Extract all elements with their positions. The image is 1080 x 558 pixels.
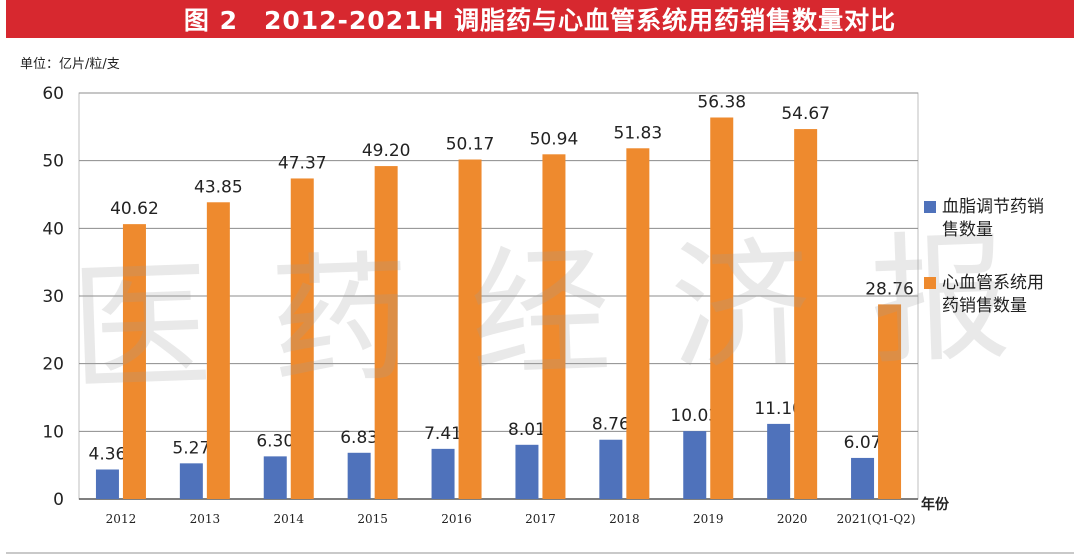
data-label-series-1: 6.83	[340, 428, 378, 448]
bar-series-2	[290, 178, 314, 499]
x-tick-label: 2015	[357, 512, 388, 526]
bar-series-1	[431, 448, 455, 499]
data-label-series-1: 8.76	[592, 415, 630, 435]
data-label-series-2: 40.62	[110, 199, 159, 219]
bar-series-1	[599, 439, 623, 499]
chart-title: 图 2 2012-2021H 调脂药与心血管系统用药销售数量对比	[6, 0, 1074, 38]
bar-series-1	[347, 452, 371, 499]
y-tick-label: 60	[42, 84, 64, 104]
bar-series-2	[542, 154, 566, 499]
y-tick-label: 0	[53, 490, 64, 510]
data-label-series-2: 47.37	[278, 153, 327, 173]
bar-series-2	[878, 304, 902, 499]
bar-series-1	[263, 456, 287, 499]
unit-label: 单位：亿片/粒/支	[20, 57, 120, 72]
x-tick-label: 2017	[525, 512, 556, 526]
data-label-series-1: 7.41	[424, 424, 462, 444]
data-label-series-1: 8.01	[508, 420, 546, 440]
data-label-series-2: 49.20	[362, 141, 411, 161]
bar-series-2	[626, 148, 650, 499]
bar-series-2	[794, 129, 818, 499]
x-tick-label: 2019	[693, 512, 724, 526]
data-label-series-1: 10.03	[670, 406, 719, 426]
legend-swatch-series-2	[924, 277, 936, 289]
y-tick-label: 40	[42, 219, 64, 239]
bottom-divider	[6, 552, 1074, 554]
bar-series-2	[710, 117, 734, 499]
data-label-series-2: 56.38	[697, 92, 746, 112]
x-tick-label: 2020	[777, 512, 808, 526]
bar-series-2	[374, 166, 398, 499]
data-label-series-2: 28.76	[865, 279, 914, 299]
legend-label-series-2: 心血管系统用药销售数量	[942, 273, 1044, 316]
bar-series-1	[767, 423, 791, 499]
data-label-series-1: 6.07	[844, 433, 882, 453]
legend-item-series-2: 心血管系统用药销售数量	[924, 272, 1074, 318]
legend-item-series-1: 血脂调节药销售数量	[924, 196, 1074, 242]
data-label-series-2: 54.67	[781, 104, 830, 124]
data-label-series-2: 50.94	[530, 129, 579, 149]
x-tick-label: 2013	[190, 512, 221, 526]
bar-series-1	[95, 469, 119, 499]
data-label-series-2: 43.85	[194, 177, 243, 197]
legend: 血脂调节药销售数量 心血管系统用药销售数量	[924, 196, 1074, 348]
y-tick-label: 10	[42, 422, 64, 442]
bar-series-1	[515, 444, 539, 499]
y-tick-label: 30	[42, 287, 64, 307]
y-tick-label: 50	[42, 152, 64, 172]
x-tick-label: 2018	[609, 512, 640, 526]
bar-series-2	[122, 224, 146, 499]
x-tick-label: 2014	[273, 512, 304, 526]
legend-swatch-series-1	[924, 201, 936, 213]
bar-series-2	[206, 202, 230, 499]
legend-label-series-1: 血脂调节药销售数量	[942, 197, 1044, 240]
x-tick-label: 2021(Q1-Q2)	[837, 512, 916, 526]
data-label-series-2: 51.83	[614, 123, 663, 143]
data-label-series-1: 4.36	[89, 444, 127, 464]
data-label-series-1: 11.10	[754, 399, 803, 419]
bar-series-2	[458, 159, 482, 499]
data-label-series-2: 50.17	[446, 135, 495, 155]
data-label-series-1: 6.30	[256, 431, 294, 451]
data-label-series-1: 5.27	[172, 438, 210, 458]
bar-series-1	[683, 431, 707, 499]
y-tick-label: 20	[42, 355, 64, 375]
bar-series-1	[851, 457, 875, 499]
x-tick-label: 2016	[441, 512, 472, 526]
x-tick-label: 2012	[106, 512, 137, 526]
bar-series-1	[179, 463, 203, 499]
x-axis-title: 年份	[921, 496, 950, 513]
